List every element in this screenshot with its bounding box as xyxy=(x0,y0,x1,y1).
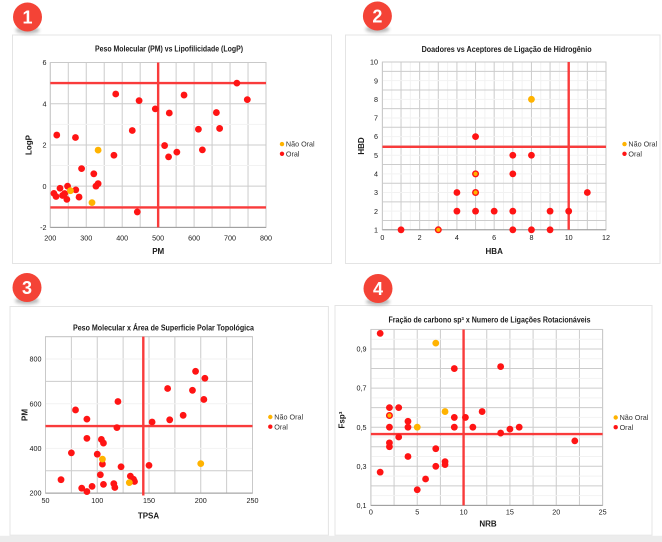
svg-text:Não Oral: Não Oral xyxy=(286,140,315,149)
svg-text:Oral: Oral xyxy=(274,422,288,431)
svg-text:Oral: Oral xyxy=(286,149,300,158)
svg-text:PM: PM xyxy=(152,247,164,256)
svg-text:Não Oral: Não Oral xyxy=(274,413,303,422)
svg-text:400: 400 xyxy=(116,233,128,242)
svg-text:Não Oral: Não Oral xyxy=(620,413,649,422)
svg-text:10: 10 xyxy=(370,58,378,67)
svg-text:8: 8 xyxy=(529,233,533,242)
svg-text:0: 0 xyxy=(380,233,384,242)
svg-text:0,3: 0,3 xyxy=(357,462,367,471)
svg-text:15: 15 xyxy=(506,508,514,517)
svg-text:6: 6 xyxy=(374,132,378,141)
svg-text:Oral: Oral xyxy=(628,149,642,158)
svg-text:12: 12 xyxy=(602,233,610,242)
svg-text:1: 1 xyxy=(22,7,32,27)
svg-text:250: 250 xyxy=(247,496,259,505)
svg-text:9: 9 xyxy=(374,76,378,85)
svg-text:HBD: HBD xyxy=(357,137,366,155)
svg-text:NRB: NRB xyxy=(479,520,497,529)
svg-text:20: 20 xyxy=(552,508,560,517)
svg-text:200: 200 xyxy=(30,489,42,498)
svg-text:6: 6 xyxy=(43,58,47,67)
svg-text:500: 500 xyxy=(152,233,164,242)
svg-text:150: 150 xyxy=(143,496,155,505)
svg-text:25: 25 xyxy=(599,508,607,517)
svg-text:Não Oral: Não Oral xyxy=(628,140,657,149)
svg-text:2: 2 xyxy=(374,207,378,216)
svg-text:600: 600 xyxy=(30,399,42,408)
svg-text:Oral: Oral xyxy=(620,423,634,432)
svg-text:HBA: HBA xyxy=(486,247,504,256)
svg-text:6: 6 xyxy=(492,233,496,242)
svg-text:600: 600 xyxy=(188,233,200,242)
svg-text:LogP: LogP xyxy=(25,134,34,155)
svg-text:4: 4 xyxy=(373,279,383,299)
svg-text:800: 800 xyxy=(260,233,272,242)
svg-text:Peso Molecular x Área de Super: Peso Molecular x Área de Superficie Pola… xyxy=(73,324,254,333)
svg-text:50: 50 xyxy=(42,496,50,505)
svg-text:2: 2 xyxy=(418,233,422,242)
svg-text:5: 5 xyxy=(374,151,378,160)
svg-text:100: 100 xyxy=(91,496,103,505)
svg-text:PM: PM xyxy=(21,409,30,421)
svg-text:2: 2 xyxy=(372,6,382,26)
svg-text:3: 3 xyxy=(374,188,378,197)
svg-text:3: 3 xyxy=(22,278,32,298)
svg-text:4: 4 xyxy=(455,233,459,242)
svg-text:10: 10 xyxy=(565,233,573,242)
svg-text:300: 300 xyxy=(80,233,92,242)
svg-text:4: 4 xyxy=(43,99,47,108)
svg-text:Peso Molecular (PM) vs Lipofil: Peso Molecular (PM) vs Lipofilicidade (L… xyxy=(95,45,243,54)
svg-text:200: 200 xyxy=(44,233,56,242)
svg-text:8: 8 xyxy=(374,95,378,104)
svg-text:1: 1 xyxy=(374,225,378,234)
svg-text:7: 7 xyxy=(374,114,378,123)
svg-text:Fsp³: Fsp³ xyxy=(338,411,347,428)
svg-text:0,9: 0,9 xyxy=(357,345,367,354)
svg-text:2: 2 xyxy=(43,141,47,150)
svg-text:Doadores vs Aceptores de Ligaç: Doadores vs Aceptores de Ligação de Hidr… xyxy=(422,45,592,54)
svg-text:200: 200 xyxy=(195,496,207,505)
svg-text:0,5: 0,5 xyxy=(357,423,367,432)
svg-text:4: 4 xyxy=(374,169,378,178)
svg-text:Fração de carbono sp³ x Numero: Fração de carbono sp³ x Numero de Ligaçõ… xyxy=(389,316,591,325)
svg-text:0,1: 0,1 xyxy=(357,501,367,510)
svg-text:-2: -2 xyxy=(40,223,46,232)
svg-text:700: 700 xyxy=(224,233,236,242)
svg-text:0: 0 xyxy=(43,182,47,191)
svg-text:800: 800 xyxy=(30,355,42,364)
svg-text:0: 0 xyxy=(369,508,373,517)
svg-text:10: 10 xyxy=(460,508,468,517)
svg-text:0,7: 0,7 xyxy=(357,384,367,393)
svg-text:TPSA: TPSA xyxy=(138,511,160,520)
svg-text:5: 5 xyxy=(415,508,419,517)
svg-text:400: 400 xyxy=(30,444,42,453)
